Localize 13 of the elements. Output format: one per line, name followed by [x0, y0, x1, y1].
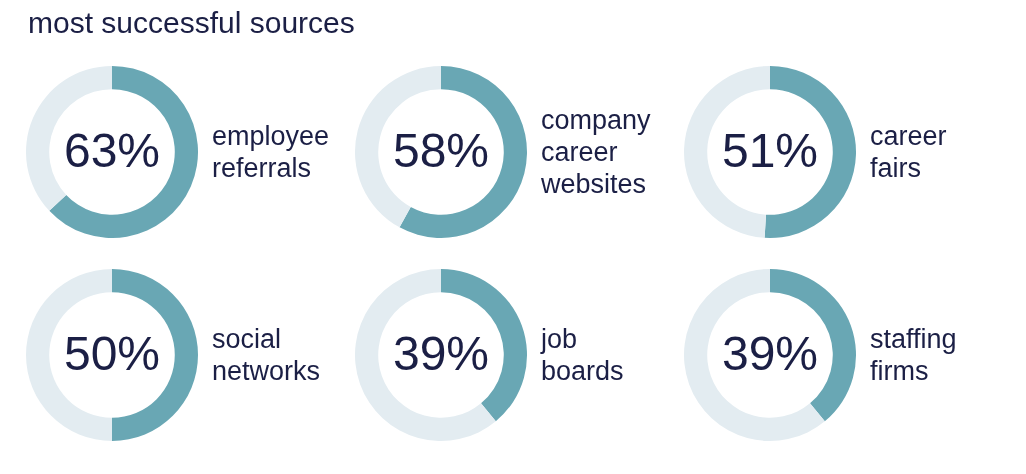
data-label: 58%	[392, 124, 490, 178]
slice-label: employee referrals	[212, 120, 330, 184]
slice-label: company career websites	[541, 104, 652, 200]
data-label: 39%	[392, 327, 490, 381]
data-label: 63%	[63, 124, 161, 178]
slice-label: staffing firms	[870, 323, 958, 387]
data-label: 39%	[721, 327, 819, 381]
text: most successful sources	[28, 6, 355, 40]
data-label: 51%	[721, 124, 819, 178]
data-label: 50%	[63, 327, 161, 381]
slice-label: social networks	[212, 323, 322, 387]
slice-label: career fairs	[870, 120, 948, 184]
slice-label: job boards	[541, 323, 625, 387]
